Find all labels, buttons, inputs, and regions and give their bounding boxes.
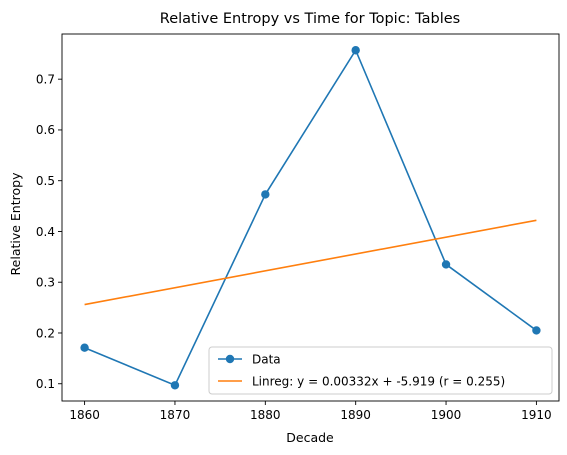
legend-entry-label: Linreg: y = 0.00332x + -5.919 (r = 0.255… — [252, 375, 505, 389]
x-tick-label: 1910 — [521, 408, 552, 422]
y-tick-label: 0.1 — [36, 377, 55, 391]
plot-area: 1860 1870 1880 1890 1900 1910 0.1 0.2 0.3 0.4 0.5 0… — [36, 33, 560, 422]
y-tick-label: 0.5 — [36, 174, 55, 188]
x-tick-label: 1880 — [250, 408, 281, 422]
x-tick-label: 1860 — [69, 408, 100, 422]
data-point — [532, 326, 541, 335]
legend-entry-label: Data — [252, 353, 281, 367]
chart-title: Relative Entropy vs Time for Topic: Tabl… — [160, 11, 460, 27]
data-point — [170, 381, 180, 390]
x-tick-label: 1890 — [340, 408, 371, 422]
y-tick-label: 0.6 — [36, 123, 55, 137]
y-axis-label: Relative Entropy — [8, 172, 23, 276]
axes-frame — [61, 33, 560, 402]
legend-box — [208, 346, 553, 395]
series-line-1 — [84, 219, 537, 306]
y-tick-label: 0.2 — [36, 326, 55, 340]
data-point — [351, 46, 360, 55]
y-tick-label: 0.7 — [36, 72, 55, 86]
x-tick-label: 1900 — [431, 408, 462, 422]
data-point — [80, 343, 89, 352]
legend-swatch-marker — [225, 354, 235, 364]
series-line-0 — [84, 48, 537, 387]
y-tick-label: 0.3 — [36, 276, 55, 290]
y-tick-label: 0.4 — [36, 225, 55, 239]
x-tick-label: 1870 — [160, 408, 191, 422]
data-point — [261, 190, 270, 199]
legend: Data Linreg: y = 0.00332x + -5.919 (r = 0… — [208, 346, 553, 395]
data-point — [441, 260, 451, 269]
x-axis-label: Decade — [286, 430, 334, 445]
